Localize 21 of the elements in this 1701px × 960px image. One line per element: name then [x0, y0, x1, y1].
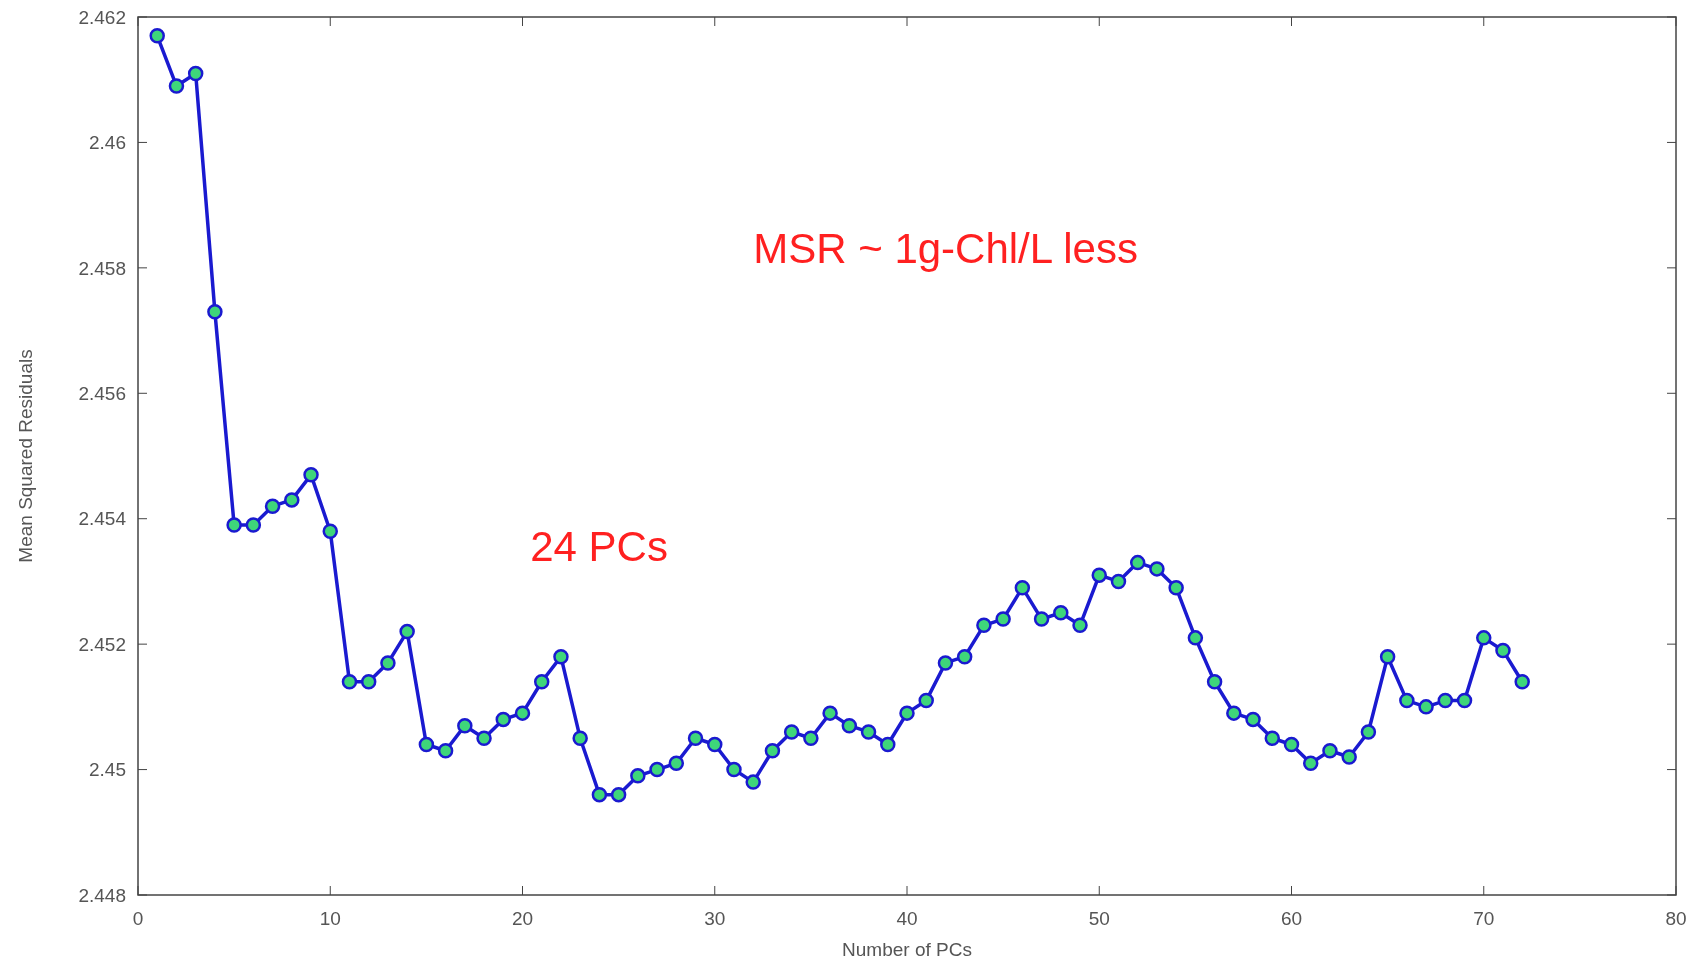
x-tick-label: 40 — [896, 908, 918, 929]
y-tick-label: 2.448 — [78, 884, 126, 906]
x-tick-label: 50 — [1088, 908, 1110, 929]
annotation: 24 PCs — [530, 523, 668, 571]
y-tick-label: 2.456 — [78, 382, 126, 404]
x-tick-label: 30 — [704, 908, 726, 929]
y-tick-label: 2.452 — [78, 633, 126, 655]
y-tick-label: 2.46 — [89, 132, 126, 154]
annotation: MSR ~ 1g-Chl/L less — [753, 224, 1138, 272]
x-tick-label: 60 — [1280, 908, 1303, 929]
x-tick-label: 0 — [132, 908, 144, 929]
y-tick-label: 2.454 — [78, 508, 127, 530]
y-tick-label: 2.45 — [89, 759, 126, 781]
x-tick-label: 10 — [319, 908, 341, 929]
y-tick-label: 2.462 — [78, 6, 126, 28]
x-tick-label: 20 — [511, 908, 534, 929]
x-axis-title: Number of PCs — [842, 939, 972, 960]
x-tick-label: 70 — [1473, 908, 1495, 929]
y-axis-title: Mean Squared Residuals — [15, 349, 36, 563]
y-tick-label: 2.458 — [78, 257, 126, 279]
x-tick-label: 80 — [1665, 908, 1687, 929]
